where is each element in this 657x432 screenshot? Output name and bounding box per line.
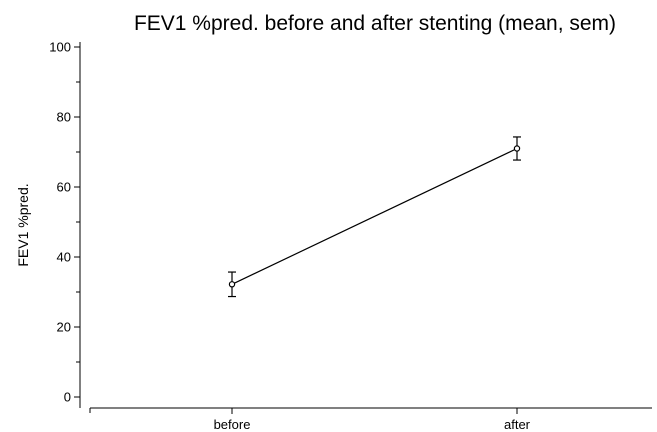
chart-title: FEV1 %pred. before and after stenting (m… <box>134 12 616 35</box>
y-tick-label: 80 <box>57 110 71 125</box>
x-tick-label-after: after <box>504 417 531 432</box>
y-ticks: 0 20 40 60 80 100 <box>49 40 80 405</box>
y-axis-label: FEV1 %pred. <box>15 183 31 266</box>
y-tick-label: 60 <box>57 180 71 195</box>
x-ticks: before after <box>89 408 531 432</box>
y-tick-label: 0 <box>64 390 71 405</box>
x-tick-label-before: before <box>214 417 251 432</box>
series <box>228 136 521 298</box>
series-line <box>231 147 518 285</box>
data-point <box>513 145 521 152</box>
y-tick-label: 40 <box>57 250 71 265</box>
y-tick-label: 20 <box>57 320 71 335</box>
data-point <box>228 281 236 288</box>
y-tick-label: 100 <box>49 40 71 55</box>
